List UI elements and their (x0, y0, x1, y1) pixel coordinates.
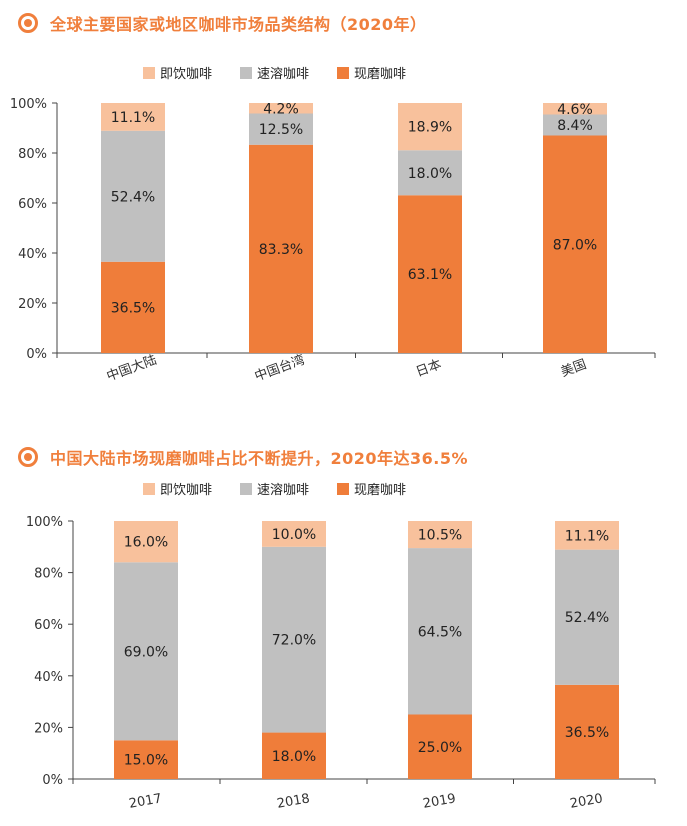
y-tick-label: 40% (34, 670, 63, 685)
circle-bullet-icon (18, 13, 38, 33)
y-tick-label: 60% (34, 618, 63, 633)
legend-item-fresh-ground: 现磨咖啡 (337, 63, 406, 82)
legend-item-instant: 速溶咖啡 (240, 63, 309, 82)
bar-segment-fresh-ground (114, 740, 178, 779)
legend-label-rtd: 即饮咖啡 (160, 67, 213, 82)
y-tick-label: 100% (26, 515, 63, 530)
data-label-rtd: 4.6% (557, 102, 593, 118)
legend-item-fresh-ground: 现磨咖啡 (337, 479, 406, 498)
x-tick-label: 美国 (559, 357, 589, 380)
legend-item-rtd: 即饮咖啡 (143, 63, 212, 82)
data-label-instant: 72.0% (272, 633, 316, 649)
bar-segment-instant (555, 549, 619, 685)
y-tick-label: 100% (10, 97, 47, 112)
circle-bullet-icon (18, 447, 38, 467)
bar-segment-fresh-ground (408, 714, 472, 779)
data-label-instant: 52.4% (111, 189, 155, 205)
bar-segment-instant (262, 546, 326, 733)
bar-segment-fresh-ground (101, 261, 165, 353)
bar-segment-fresh-ground (398, 195, 462, 353)
chart-1-title: 全球主要国家或地区咖啡市场品类结构（2020年） (50, 15, 427, 34)
legend-swatch-fresh-ground (337, 66, 350, 79)
bar-segment-rtd (262, 521, 326, 547)
data-label-rtd: 4.2% (263, 101, 299, 117)
data-label-instant: 8.4% (557, 118, 593, 134)
legend-item-rtd: 即饮咖啡 (143, 479, 212, 498)
bar-segment-fresh-ground (262, 732, 326, 779)
x-tick-label: 中国台湾 (252, 352, 306, 385)
data-label-rtd: 16.0% (124, 535, 168, 551)
bar-segment-fresh-ground (249, 144, 313, 353)
bar-segment-instant (398, 150, 462, 196)
legend-label-instant: 速溶咖啡 (257, 483, 310, 498)
data-label-fresh-ground: 83.3% (259, 242, 303, 258)
legend-swatch-fresh-ground (337, 482, 350, 495)
bar-segment-instant (114, 562, 178, 741)
x-tick-label: 2018 (276, 791, 311, 812)
x-tick-label: 2019 (422, 791, 457, 812)
data-label-instant: 18.0% (408, 166, 452, 182)
legend-label-instant: 速溶咖啡 (257, 67, 310, 82)
y-tick-label: 20% (18, 297, 47, 312)
legend-label-rtd: 即饮咖啡 (160, 483, 213, 498)
legend-label-fresh-ground: 现磨咖啡 (354, 67, 407, 82)
chart-2-header: 中国大陆市场现磨咖啡占比不断提升，2020年达36.5% (18, 445, 468, 469)
y-tick-label: 40% (18, 247, 47, 262)
y-tick-label: 0% (26, 347, 47, 362)
bar-segment-instant (543, 114, 607, 136)
bar-segment-rtd (114, 521, 178, 563)
data-label-fresh-ground: 15.0% (124, 753, 168, 769)
chart-2-legend: 即饮咖啡 速溶咖啡 现磨咖啡 (143, 479, 406, 498)
legend-swatch-instant (240, 66, 253, 79)
chart-panel-1: 全球主要国家或地区咖啡市场品类结构（2020年） 即饮咖啡 速溶咖啡 现磨咖啡 … (0, 0, 687, 410)
legend-swatch-rtd (143, 482, 155, 495)
y-tick-label: 0% (42, 773, 63, 788)
x-tick-label: 日本 (414, 357, 444, 380)
data-label-rtd: 10.5% (418, 528, 462, 544)
data-label-fresh-ground: 36.5% (565, 725, 609, 741)
x-tick-label: 2017 (128, 791, 163, 812)
legend-swatch-instant (240, 482, 253, 495)
y-tick-label: 80% (34, 567, 63, 582)
x-tick-label: 2020 (569, 791, 604, 812)
data-label-rtd: 11.1% (565, 528, 609, 544)
chart-1-plot: 0% 20% 40% 60% 80% 100% 36.5% 52.4% 11.1% 中国大陆 83.… (10, 97, 656, 385)
x-tick-label: 中国大陆 (104, 352, 158, 385)
data-label-rtd: 10.0% (272, 527, 316, 543)
data-label-fresh-ground: 87.0% (553, 237, 597, 253)
data-label-rtd: 11.1% (111, 110, 155, 126)
bar-segment-rtd (555, 521, 619, 550)
bar-segment-rtd (398, 103, 462, 151)
legend-swatch-rtd (143, 66, 155, 79)
chart-1-legend: 即饮咖啡 速溶咖啡 现磨咖啡 (143, 63, 406, 82)
chart-2-title: 中国大陆市场现磨咖啡占比不断提升，2020年达36.5% (50, 449, 469, 468)
data-label-fresh-ground: 63.1% (408, 267, 452, 283)
chart-1-header: 全球主要国家或地区咖啡市场品类结构（2020年） (18, 11, 427, 35)
y-tick-label: 80% (18, 147, 47, 162)
data-label-fresh-ground: 36.5% (111, 300, 155, 316)
bar-segment-rtd (101, 103, 165, 131)
data-label-fresh-ground: 25.0% (418, 740, 462, 756)
data-label-instant: 12.5% (259, 122, 303, 138)
legend-label-fresh-ground: 现磨咖啡 (354, 483, 407, 498)
y-tick-label: 60% (18, 197, 47, 212)
bar-segment-fresh-ground (555, 684, 619, 779)
bar-segment-rtd (408, 521, 472, 549)
bar-segment-instant (249, 113, 313, 145)
data-label-instant: 64.5% (418, 624, 462, 640)
bar-segment-rtd (249, 103, 313, 114)
bar-segment-instant (101, 130, 165, 262)
bar-segment-fresh-ground (543, 135, 607, 353)
data-label-instant: 52.4% (565, 610, 609, 626)
data-label-rtd: 18.9% (408, 120, 452, 136)
data-label-instant: 69.0% (124, 644, 168, 660)
y-tick-label: 20% (34, 721, 63, 736)
data-label-fresh-ground: 18.0% (272, 749, 316, 765)
bar-segment-rtd (543, 103, 607, 115)
legend-item-instant: 速溶咖啡 (240, 479, 309, 498)
bar-segment-instant (408, 548, 472, 715)
